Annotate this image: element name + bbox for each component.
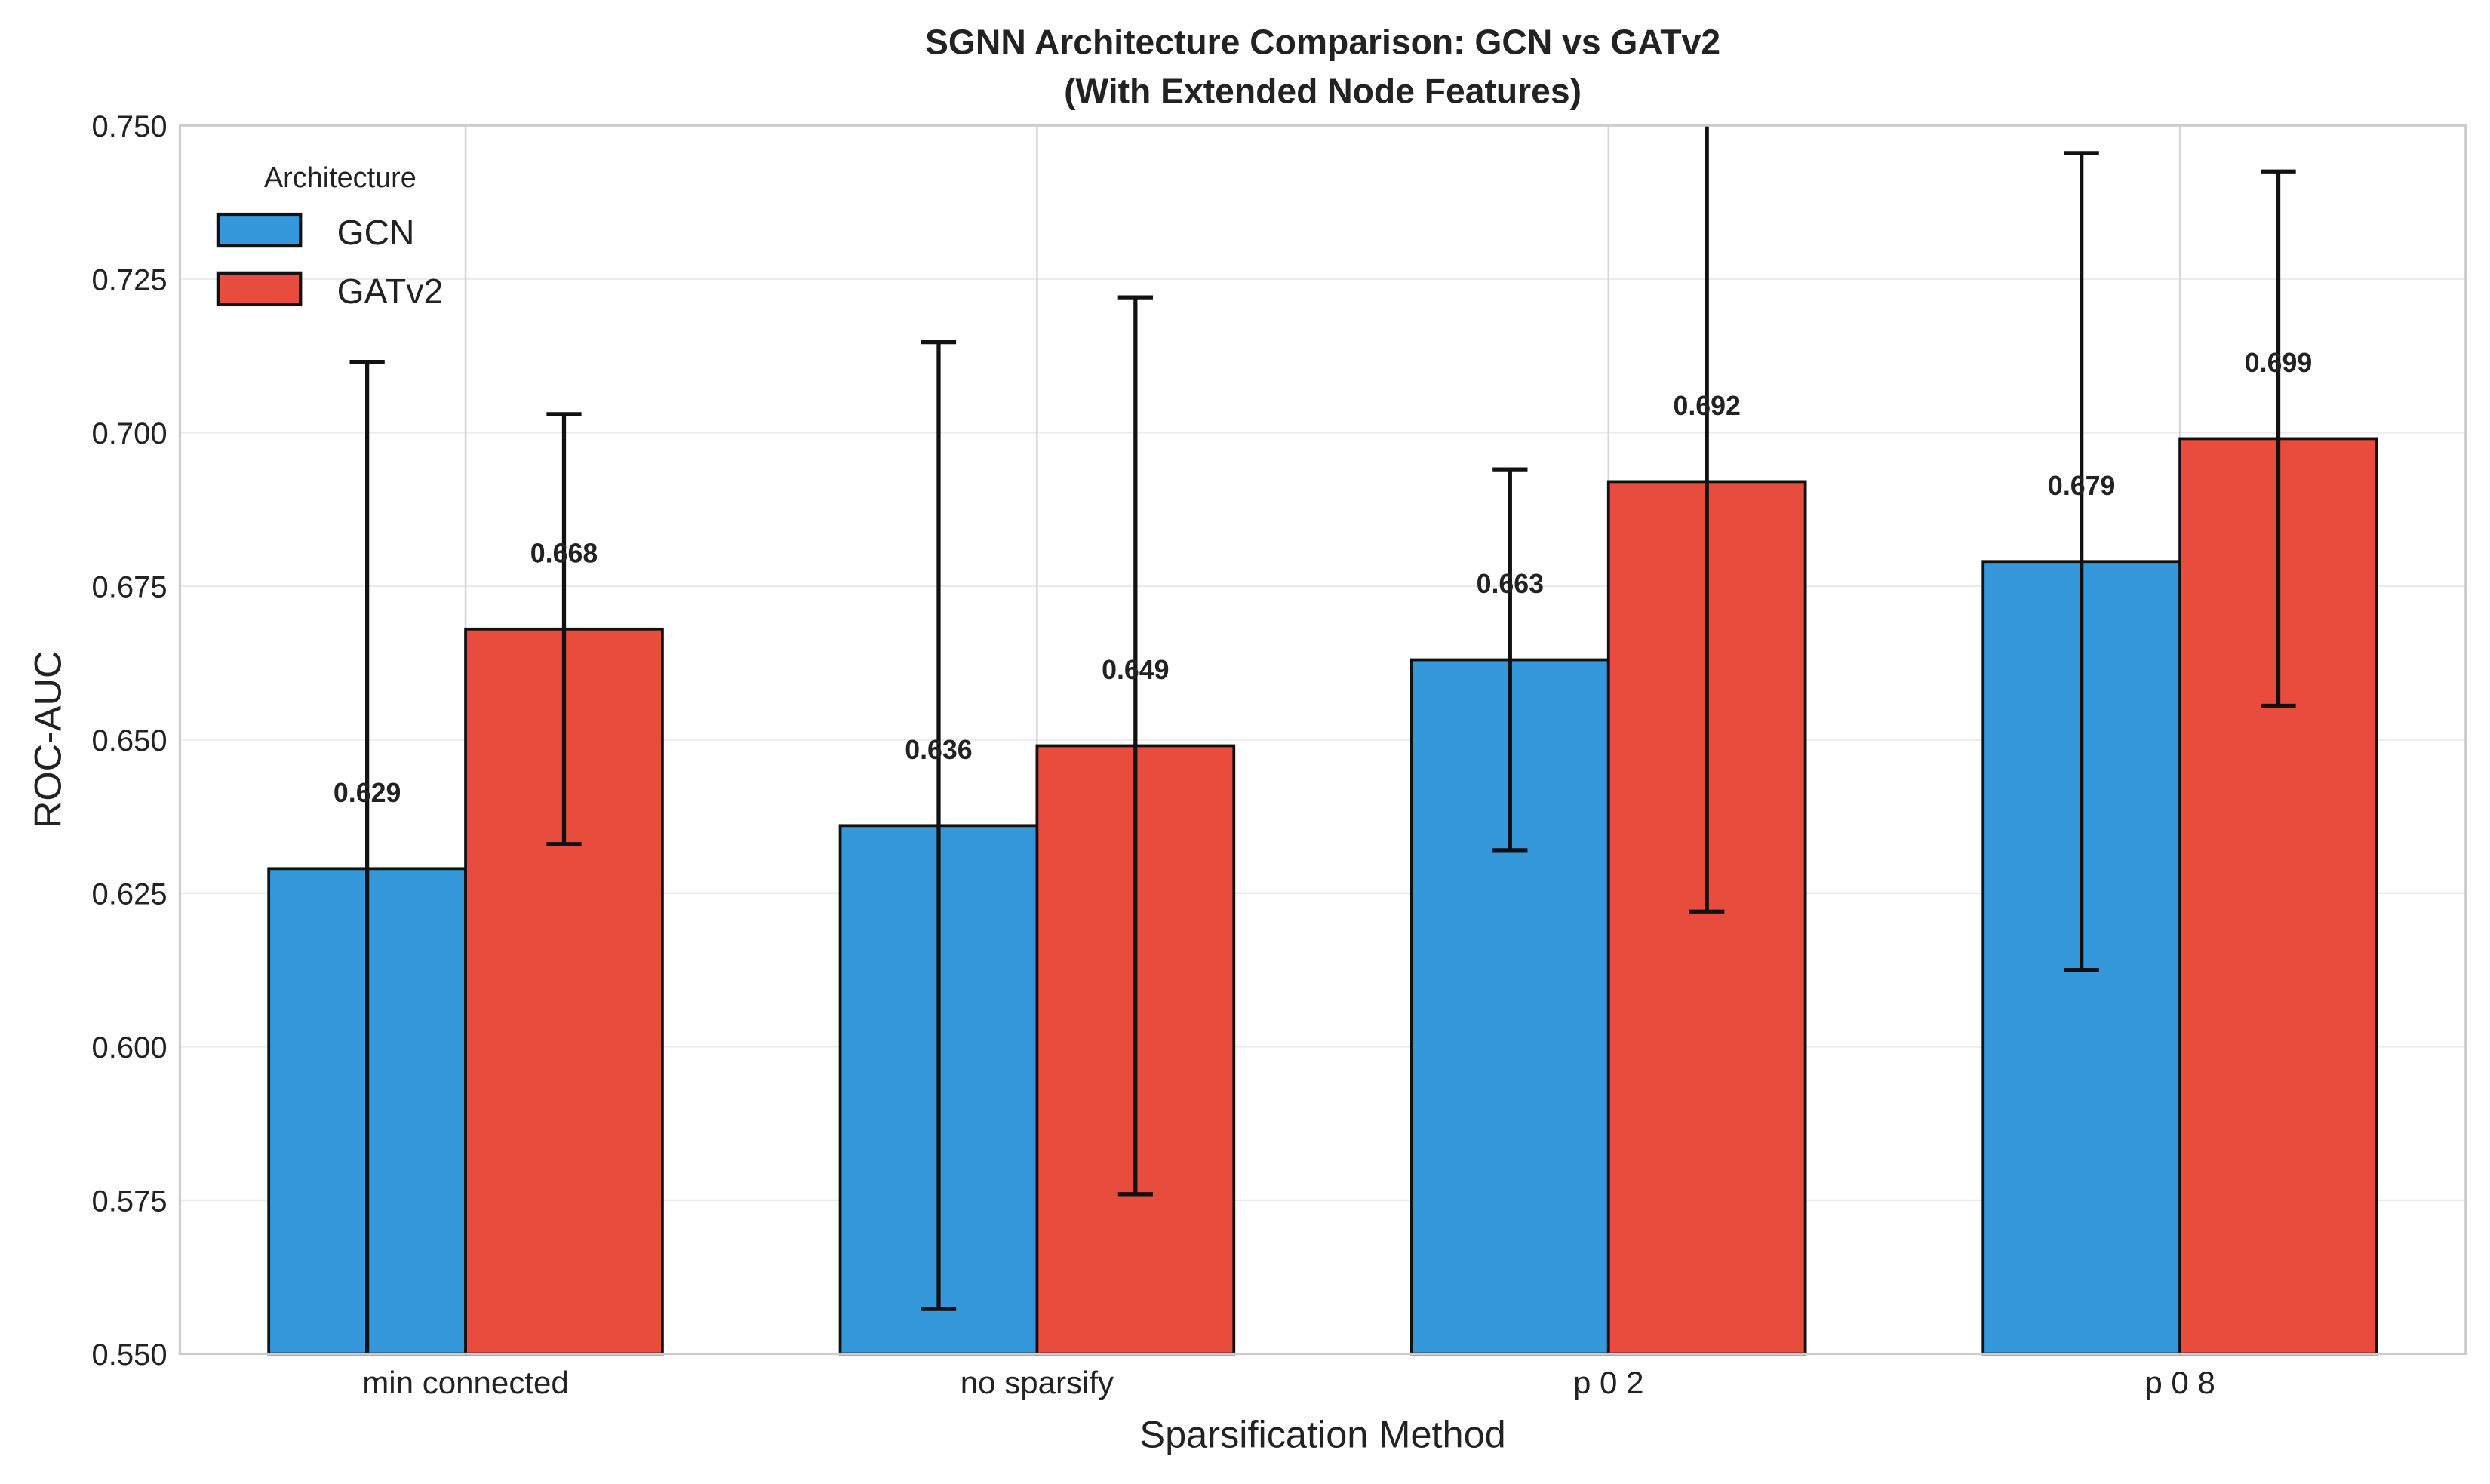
data-label: 0.692 <box>1673 391 1740 421</box>
legend-title: Architecture <box>264 162 417 194</box>
data-label: 0.668 <box>530 538 598 568</box>
y-tick-label: 0.550 <box>92 1338 168 1372</box>
error-bar <box>1117 295 1153 1197</box>
y-tick-label: 0.575 <box>92 1185 168 1218</box>
bars: 0.629 0.636 0.663 0.679 0.668 0.649 0.692 0.699 <box>267 125 2378 1356</box>
legend-label-gatv2: GATv2 <box>337 272 444 311</box>
error-bar <box>1689 125 1725 914</box>
error-bar <box>1492 467 1528 853</box>
legend-swatch-gcn <box>216 212 303 248</box>
x-ticks: min connected no sparsify p 0 2 p 0 8 <box>362 1365 2215 1400</box>
y-tick-label: 0.725 <box>92 263 168 296</box>
x-tick-label: p 0 8 <box>2144 1365 2215 1400</box>
y-tick-label: 0.675 <box>92 571 168 604</box>
legend-label-gcn: GCN <box>337 213 415 252</box>
y-tick-label: 0.600 <box>92 1031 168 1065</box>
chart-title: SGNN Architecture Comparison: GCN vs GAT… <box>925 23 1720 62</box>
y-tick-label: 0.700 <box>92 417 168 450</box>
data-label: 0.679 <box>2048 471 2115 501</box>
legend: Architecture GCN GATv2 <box>216 162 444 311</box>
data-label: 0.699 <box>2245 348 2312 378</box>
x-tick-label: min connected <box>362 1365 569 1400</box>
chart-subtitle: (With Extended Node Features) <box>1064 72 1582 111</box>
error-bar <box>546 412 582 846</box>
y-ticks: 0.550 0.575 0.600 0.625 0.650 0.675 0.700 0.725… <box>92 110 168 1372</box>
x-axis-label: Sparsification Method <box>1139 1413 1505 1456</box>
data-label: 0.663 <box>1477 569 1544 599</box>
y-tick-label: 0.750 <box>92 110 168 143</box>
x-tick-label: no sparsify <box>961 1365 1114 1400</box>
error-bar <box>2064 151 2099 972</box>
x-tick-label: p 0 2 <box>1573 1365 1644 1400</box>
y-tick-label: 0.625 <box>92 878 168 911</box>
plot-frame <box>178 124 2467 1356</box>
error-bar <box>349 360 385 1354</box>
y-tick-label: 0.650 <box>92 724 168 757</box>
error-bar <box>921 340 957 1311</box>
data-label: 0.649 <box>1102 655 1169 685</box>
legend-swatch-gatv2 <box>216 271 303 307</box>
data-label: 0.629 <box>334 778 401 808</box>
y-axis-label: ROC-AUC <box>26 651 69 829</box>
data-label: 0.636 <box>905 735 972 765</box>
error-bar <box>2261 169 2296 708</box>
